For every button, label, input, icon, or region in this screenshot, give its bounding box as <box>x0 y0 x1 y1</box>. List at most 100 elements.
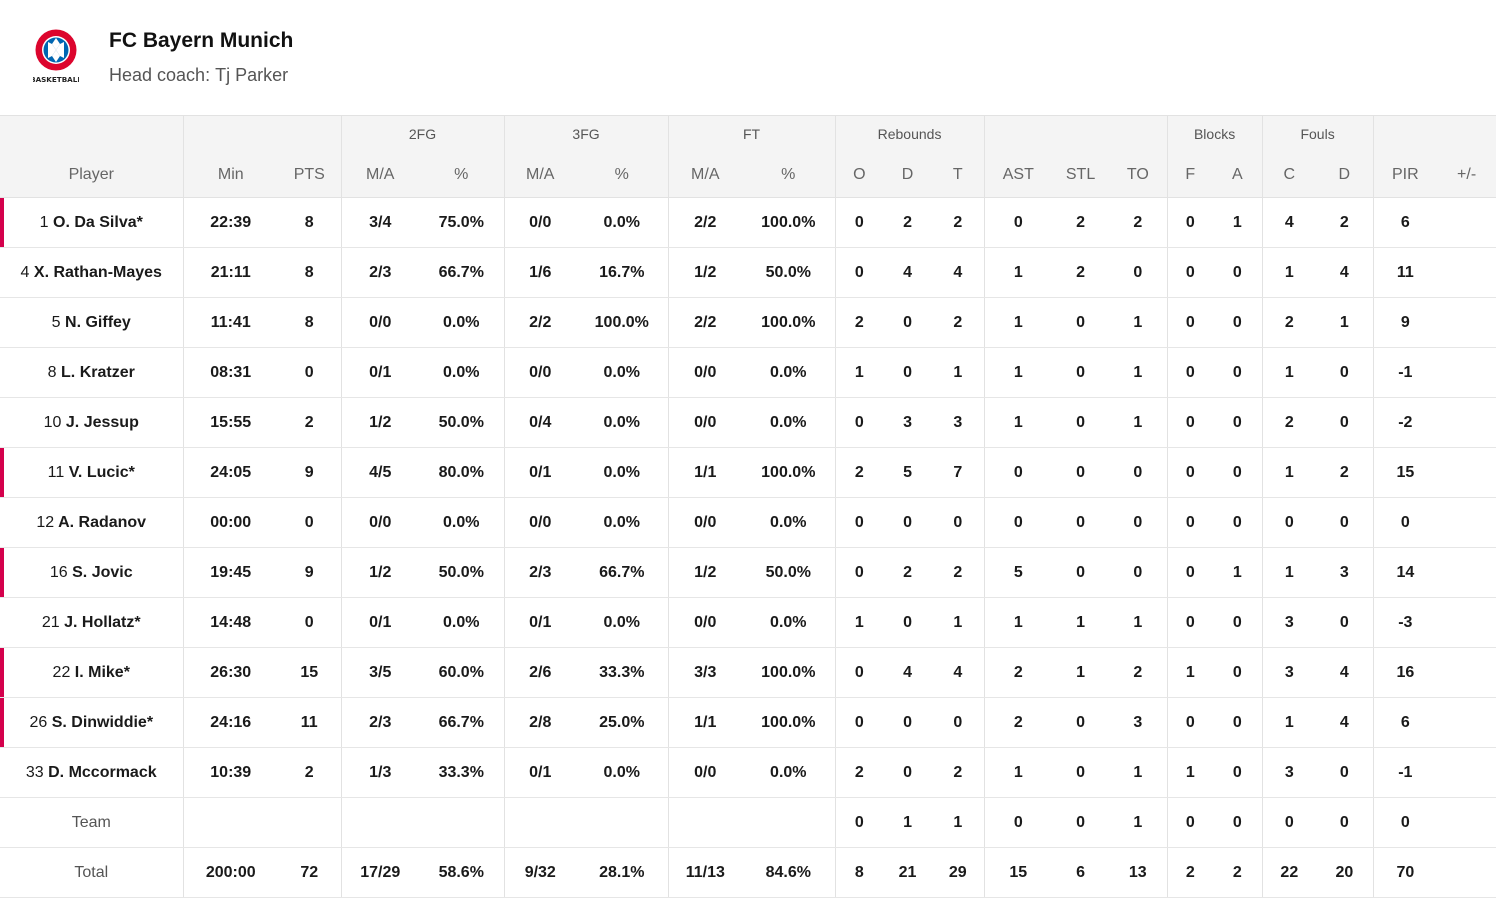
cell-reb-o: 0 <box>834 697 884 748</box>
cell-blk-a: 0 <box>1213 447 1263 498</box>
cell-blk-a: 0 <box>1213 697 1263 748</box>
player-row[interactable]: 33 D. Mccormack 10:39 2 1/3 33.3% 0/1 0.0% 0/0 0… <box>0 747 1496 798</box>
col-to[interactable]: TO <box>1109 152 1168 198</box>
player-number: 5 <box>51 313 61 331</box>
total-row-label: Total <box>0 847 183 898</box>
cell-fg3-pct: 0.0% <box>576 497 669 548</box>
cell-pm <box>1437 447 1496 498</box>
cell-blk-f: 0 <box>1166 197 1214 248</box>
cell-reb-d: 0 <box>883 597 933 648</box>
cell-pm <box>1437 397 1496 448</box>
cell-reb-t: 1 <box>932 597 985 648</box>
col-foul-c[interactable]: C <box>1261 152 1317 198</box>
cell-ast: 0 <box>983 497 1053 548</box>
cell-fg3-pct: 28.1% <box>576 847 669 898</box>
team-name: FC Bayern Munich <box>109 29 294 52</box>
player-row[interactable]: 21 J. Hollatz* 14:48 0 0/1 0.0% 0/1 0.0% 0/0 0.0… <box>0 597 1496 648</box>
col-blk-f[interactable]: F <box>1166 152 1214 198</box>
cell-reb-d: 2 <box>883 197 933 248</box>
col-2fg-ma[interactable]: M/A <box>340 152 419 198</box>
cell-foul-d: 3 <box>1316 547 1374 598</box>
player-name-link[interactable]: V. Lucic* <box>68 463 135 481</box>
cell-foul-d: 1 <box>1316 297 1374 348</box>
player-name-link[interactable]: N. Giffey <box>65 313 131 331</box>
col-reb-o[interactable]: O <box>834 152 884 198</box>
cell-fg3-ma: 0/0 <box>503 347 577 398</box>
col-reb-d[interactable]: D <box>883 152 933 198</box>
player-name-link[interactable]: X. Rathan-Mayes <box>33 263 162 281</box>
cell-pir: 0 <box>1372 497 1438 548</box>
cell-fg3-pct: 0.0% <box>576 347 669 398</box>
cell-pir: -1 <box>1372 747 1438 798</box>
cell-stl: 0 <box>1052 397 1110 448</box>
player-name-link[interactable]: S. Jovic <box>72 563 133 581</box>
player-name-link[interactable]: S. Dinwiddie* <box>51 713 154 731</box>
col-foul-d[interactable]: D <box>1316 152 1374 198</box>
cell-fg2-ma: 1/2 <box>340 547 419 598</box>
cell-fg3-ma: 0/0 <box>503 497 577 548</box>
cell-reb-o: 1 <box>834 597 884 648</box>
cell-blk-f: 0 <box>1166 547 1214 598</box>
cell-pir: 70 <box>1372 847 1438 898</box>
cell-reb-d: 0 <box>883 697 933 748</box>
player-cell: 10 J. Jessup <box>0 397 183 448</box>
player-row[interactable]: 16 S. Jovic 19:45 9 1/2 50.0% 2/3 66.7% 1/2 50.0… <box>0 547 1496 598</box>
cell-fg2-ma: 0/1 <box>340 347 419 398</box>
cell-pir: -1 <box>1372 347 1438 398</box>
player-row[interactable]: 8 L. Kratzer 08:31 0 0/1 0.0% 0/0 0.0% 0/0 0.0% 1… <box>0 347 1496 398</box>
player-row[interactable]: 1 O. Da Silva* 22:39 8 3/4 75.0% 0/0 0.0% 2/2 10… <box>0 197 1496 248</box>
cell-blk-f: 0 <box>1166 697 1214 748</box>
col-3fg-pct[interactable]: % <box>576 152 669 198</box>
player-name-link[interactable]: D. Mccormack <box>48 763 157 781</box>
player-cell: 11 V. Lucic* <box>0 447 183 498</box>
cell-ast: 0 <box>983 197 1053 248</box>
player-name-link[interactable]: L. Kratzer <box>61 363 135 381</box>
player-name-link[interactable]: J. Jessup <box>65 413 139 431</box>
player-row[interactable]: 12 A. Radanov 00:00 0 0/0 0.0% 0/0 0.0% 0/0 0.0%… <box>0 497 1496 548</box>
player-name-link[interactable]: A. Radanov <box>58 513 147 531</box>
col-ft-ma[interactable]: M/A <box>667 152 743 198</box>
cell-blk-f: 0 <box>1166 497 1214 548</box>
head-coach-label: Head coach: <box>109 65 211 85</box>
cell-fg2-pct <box>419 797 505 848</box>
player-name-link[interactable]: J. Hollatz* <box>64 613 141 631</box>
col-blk-a[interactable]: A <box>1213 152 1263 198</box>
header-group-ft: FT <box>667 115 836 152</box>
cell-to: 0 <box>1109 497 1168 548</box>
player-name-link[interactable]: I. Mike* <box>74 663 130 681</box>
cell-pm <box>1437 647 1496 698</box>
cell-ft-pct: 84.6% <box>742 847 836 898</box>
cell-stl: 6 <box>1052 847 1110 898</box>
col-reb-t[interactable]: T <box>932 152 985 198</box>
cell-fg3-pct: 0.0% <box>576 197 669 248</box>
cell-fg3-ma <box>503 797 577 848</box>
col-min[interactable]: Min <box>182 152 278 198</box>
cell-foul-c: 1 <box>1261 247 1317 298</box>
player-row[interactable]: 11 V. Lucic* 24:05 9 4/5 80.0% 0/1 0.0% 1/1 100.… <box>0 447 1496 498</box>
player-name-link[interactable]: O. Da Silva* <box>53 213 143 231</box>
cell-pir: 9 <box>1372 297 1438 348</box>
col-2fg-pct[interactable]: % <box>419 152 505 198</box>
col-3fg-ma[interactable]: M/A <box>503 152 577 198</box>
cell-pir: 15 <box>1372 447 1438 498</box>
col-plus-minus[interactable]: +/- <box>1437 152 1496 198</box>
cell-pm <box>1437 347 1496 398</box>
cell-foul-d: 2 <box>1316 447 1374 498</box>
player-row[interactable]: 10 J. Jessup 15:55 2 1/2 50.0% 0/4 0.0% 0/0 0.0%… <box>0 397 1496 448</box>
cell-min: 26:30 <box>182 647 278 698</box>
cell-to: 2 <box>1109 647 1168 698</box>
cell-min: 10:39 <box>182 747 278 798</box>
col-pts[interactable]: PTS <box>278 152 341 198</box>
col-pir[interactable]: PIR <box>1372 152 1438 198</box>
cell-blk-f: 0 <box>1166 347 1214 398</box>
col-ft-pct[interactable]: % <box>742 152 836 198</box>
cell-ast: 1 <box>983 747 1053 798</box>
player-row[interactable]: 4 X. Rathan-Mayes 21:11 8 2/3 66.7% 1/6 16.7% 1… <box>0 247 1496 298</box>
player-row[interactable]: 26 S. Dinwiddie* 24:16 11 2/3 66.7% 2/8 25.0% 1… <box>0 697 1496 748</box>
col-ast[interactable]: AST <box>983 152 1053 198</box>
col-player[interactable]: Player <box>0 152 183 198</box>
player-row[interactable]: 5 N. Giffey 11:41 8 0/0 0.0% 2/2 100.0% 2/2 100.… <box>0 297 1496 348</box>
player-row[interactable]: 22 I. Mike* 26:30 15 3/5 60.0% 2/6 33.3% 3/3 100… <box>0 647 1496 698</box>
cell-ft-ma: 2/2 <box>667 297 743 348</box>
col-stl[interactable]: STL <box>1052 152 1110 198</box>
